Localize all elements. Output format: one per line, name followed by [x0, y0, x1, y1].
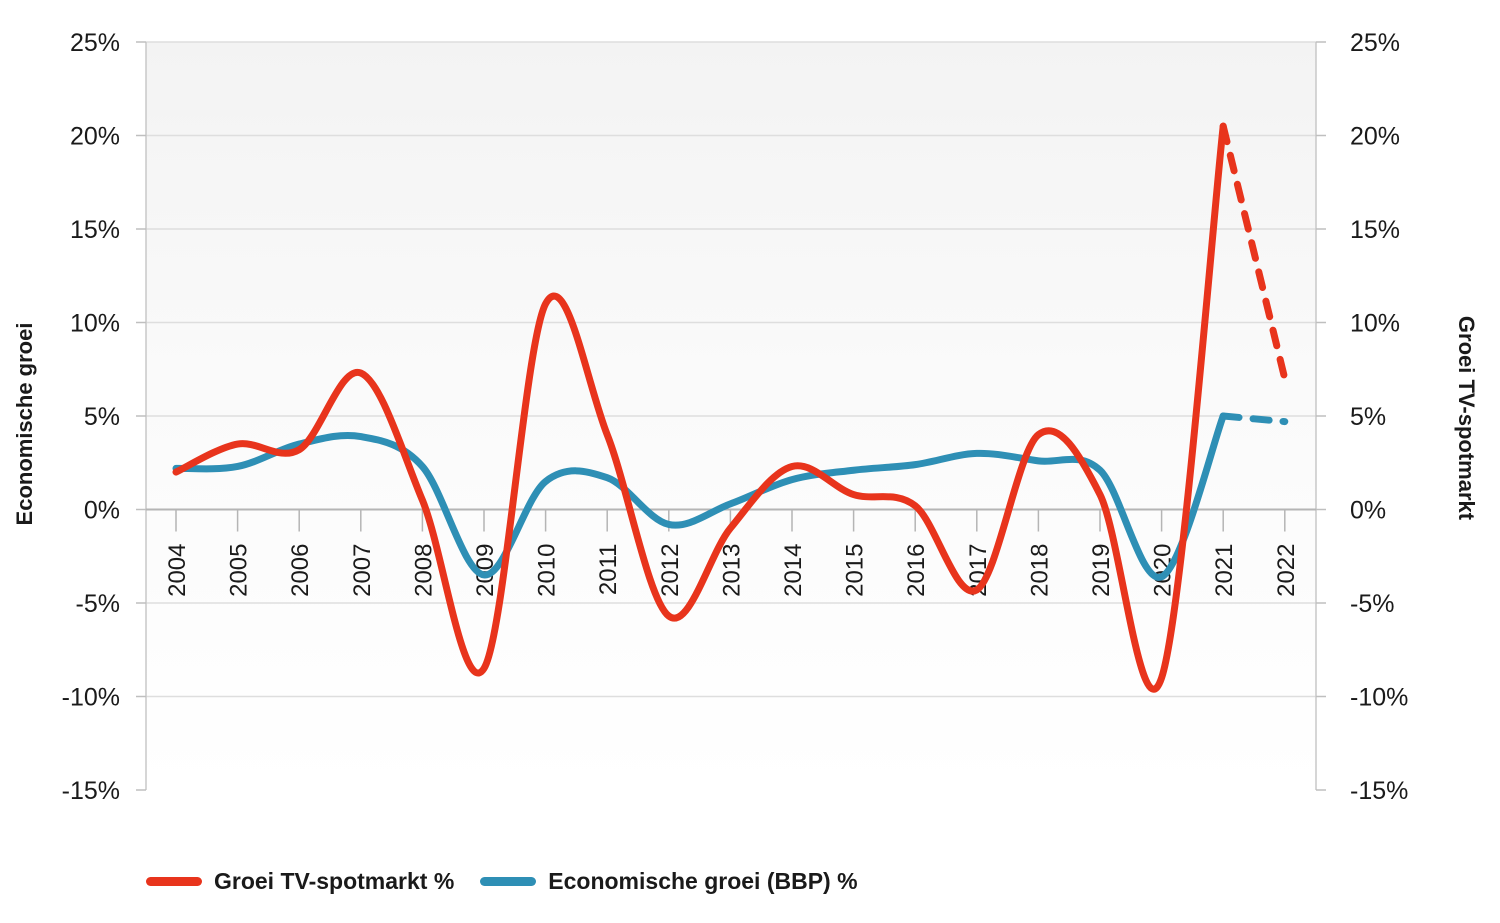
x-tick-label: 2016: [903, 544, 930, 597]
y-tick-label-right: 0%: [1350, 497, 1386, 525]
x-axis-ticks: 2004 2005 2006 2007 2008 2009 2010 2011 2012 2013…: [164, 509, 1300, 597]
x-tick-label: 2010: [534, 544, 561, 597]
y-tick-label-right: 25%: [1350, 29, 1400, 57]
y-tick-label-left: 25%: [70, 29, 120, 57]
y-axis-left-title: Economische groei: [12, 323, 37, 526]
legend-swatch-tv: [146, 877, 202, 886]
y-tick-label-left: 20%: [70, 123, 120, 151]
legend: Groei TV-spotmarkt % Economische groei (…: [146, 868, 858, 895]
series-line-bbp: [172, 412, 1227, 581]
legend-item-bbp: Economische groei (BBP) %: [480, 868, 858, 895]
y-tick-label-right: 15%: [1350, 216, 1400, 244]
y-tick-label-left: 15%: [70, 216, 120, 244]
x-tick-label: 2013: [718, 544, 745, 597]
y-axis-right-title: Groei TV-spotmarkt: [1454, 316, 1479, 521]
y-tick-label-right: -5%: [1350, 590, 1394, 618]
x-tick-label: 2021: [1211, 544, 1238, 597]
x-tick-label: 2008: [410, 544, 437, 597]
legend-swatch-bbp: [480, 877, 537, 886]
y-tick-label-left: -5%: [76, 590, 120, 618]
x-tick-label: 2018: [1026, 544, 1053, 597]
y-tick-label-right: -10%: [1350, 684, 1408, 712]
y-tick-label-left: -10%: [62, 684, 120, 712]
x-tick-label: 2004: [164, 544, 191, 597]
y-tick-label-right: -15%: [1350, 777, 1408, 805]
y-tick-label-left: 10%: [70, 310, 120, 338]
legend-label-bbp: Economische groei (BBP) %: [548, 868, 858, 894]
series-lines: [172, 122, 1289, 693]
legend-item-tv: Groei TV-spotmarkt %: [146, 868, 454, 895]
y-tick-label-left: 0%: [84, 497, 120, 525]
y-tick-label-left: -15%: [62, 777, 120, 805]
plot-background: [146, 42, 1316, 792]
x-tick-label: 2011: [595, 544, 622, 596]
y-tick-label-left: 5%: [84, 403, 120, 431]
x-tick-label: 2019: [1088, 544, 1115, 597]
x-tick-label: 2012: [657, 544, 684, 597]
x-tick-label: 2006: [287, 544, 314, 597]
x-tick-label: 2014: [780, 544, 807, 597]
y-tick-label-right: 20%: [1350, 123, 1400, 151]
y-tick-label-right: 5%: [1350, 403, 1386, 431]
x-tick-label: 2015: [842, 544, 869, 597]
series-line-bbp-forecast: [1219, 412, 1289, 426]
y-axis-right-ticks: 25% 20% 15% 10% 5% 0% -5% -10% -15%: [1316, 29, 1408, 805]
x-tick-label: 2007: [349, 544, 376, 597]
y-axis-left-ticks: 25% 20% 15% 10% 5% 0% -5% -10% -15%: [62, 29, 146, 805]
x-tick-label: 2022: [1273, 544, 1300, 597]
legend-label-tv: Groei TV-spotmarkt %: [214, 868, 455, 894]
series-line-tv-forecast: [1219, 122, 1289, 383]
y-tick-label-right: 10%: [1350, 310, 1400, 338]
series-line-tv: [172, 122, 1227, 693]
x-tick-label: 2005: [226, 544, 253, 597]
